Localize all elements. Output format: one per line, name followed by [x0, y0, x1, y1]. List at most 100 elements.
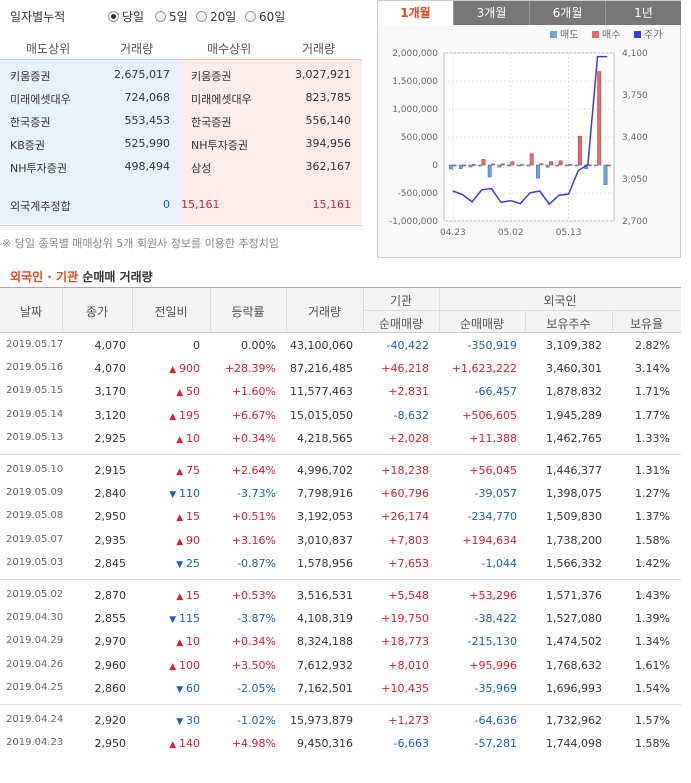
cell-change: 10 [186, 431, 200, 445]
cell-rate: +6.67% [231, 408, 276, 422]
cell-hold: 1,509,830 [546, 510, 602, 524]
col-date: 2019.04.23 [6, 737, 63, 748]
tab-6month[interactable]: 6개월 [529, 1, 605, 25]
bar-sell [468, 164, 473, 168]
cell-hold: 1,945,289 [546, 408, 602, 422]
cell-inst: +1,273 [388, 714, 429, 727]
col-inst: -8,632 [363, 409, 429, 422]
cell-rate: -1.02% [237, 714, 276, 727]
radio-selected-icon [108, 11, 119, 22]
cell-volume: 11,577,463 [290, 385, 353, 399]
cell-frgn: -38,422 [474, 612, 517, 626]
cell-date: 2019.04.23 [6, 737, 64, 749]
table-row: 2019.05.15 3,170 ▲ 50 +1.60% 11,577,463 +2,83… [0, 380, 681, 403]
foreign-buy-mid: 15,161 [181, 198, 220, 211]
cell-inst: +18,238 [381, 464, 429, 477]
cell-hold: 1,732,962 [546, 714, 602, 727]
cell-rate: +3.16% [231, 533, 276, 547]
arrow-up-icon: ▲ [169, 740, 179, 751]
period-option-5d[interactable]: 5일 [155, 8, 188, 25]
buy-volume: 362,167 [305, 160, 352, 173]
divider [0, 59, 362, 60]
cell-inst: +2,831 [388, 385, 429, 399]
table-row: 2019.04.25 2,860 ▼ 60 -2.05% 7,162,501 +10,43… [0, 677, 681, 700]
col-ratio: 1.71% [612, 385, 670, 398]
cell-date: 2019.05.07 [6, 533, 64, 545]
col-date: 2019.05.07 [6, 534, 63, 545]
left-tick-label: 1,000,000 [392, 105, 438, 115]
cell-ratio: 1.39% [635, 612, 670, 626]
col-rate: +3.50% [210, 659, 276, 672]
col-inst: +18,773 [363, 635, 429, 648]
cell-date: 2019.04.25 [6, 681, 64, 693]
col-hold: 1,509,830 [525, 510, 602, 523]
table-row: 2019.04.29 2,970 ▲ 10 +0.34% 8,324,188 +18,77… [0, 630, 681, 653]
bar-buy [597, 71, 602, 166]
arrow-down-icon: ▼ [169, 615, 179, 626]
tab-3month[interactable]: 3개월 [453, 1, 529, 25]
col-close: 2,870 [62, 589, 127, 602]
tab-1year[interactable]: 1년 [605, 1, 681, 25]
cell-close: 2,870 [94, 589, 127, 602]
col-rate: -3.87% [210, 612, 276, 625]
cell-ratio: 1.77% [635, 408, 670, 422]
period-option-today[interactable]: 당일 [108, 8, 144, 25]
period-option-label: 60일 [259, 10, 286, 24]
col-volume: 7,162,501 [286, 682, 353, 695]
cell-inst: -8,632 [393, 408, 429, 422]
period-title: 일자별누적 [10, 10, 66, 24]
cell-rate: -2.05% [237, 681, 276, 695]
col-hold: 1,696,993 [525, 682, 602, 695]
foreign-sum-label: 외국계추정합 [10, 200, 71, 213]
col-volume: 7,612,932 [286, 659, 353, 672]
col-inst: +5,548 [363, 589, 429, 602]
col-inst: +46,218 [363, 362, 429, 375]
col-rate: -3.73% [210, 487, 276, 500]
tab-1month[interactable]: 1개월 [378, 1, 453, 25]
price-line [452, 55, 608, 206]
bar-sell [478, 164, 483, 167]
table-row: 2019.05.07 2,935 ▲ 90 +3.16% 3,010,837 +7,803… [0, 529, 681, 552]
cell-date: 2019.05.14 [6, 408, 64, 420]
cell-close: 2,845 [94, 556, 127, 570]
x-tick-label: 04.23 [440, 228, 466, 238]
col-ratio: 1.27% [612, 487, 670, 500]
col-volume: 15,015,050 [286, 409, 353, 422]
cell-volume: 4,218,565 [297, 431, 353, 445]
bar-sell [487, 164, 492, 178]
col-date: 2019.04.29 [6, 635, 63, 646]
cell-frgn: -350,919 [467, 339, 517, 352]
col-date: 2019.05.14 [6, 409, 63, 420]
col-hold: 1,732,962 [525, 714, 602, 727]
col-rate: +28.39% [210, 362, 276, 375]
col-change: ▲ 15 [132, 510, 200, 523]
col-inst: -6,663 [363, 737, 429, 750]
arrow-up-icon: ▲ [176, 638, 186, 649]
col-date: 2019.05.17 [6, 339, 63, 350]
col-change: ▲ 900 [132, 362, 200, 375]
cell-frgn: -57,281 [474, 737, 517, 751]
period-option-20d[interactable]: 20일 [196, 8, 236, 25]
period-option-60d[interactable]: 60일 [245, 8, 285, 25]
foreign-sell-volume: 0 [163, 198, 170, 211]
col-inst: +26,174 [363, 510, 429, 523]
cell-rate: +4.98% [231, 737, 276, 751]
foreign-buy-volume: 15,161 [312, 198, 352, 211]
col-frgn: +1,623,222 [439, 362, 517, 375]
cell-frgn: -64,636 [474, 714, 517, 727]
table-row: 2019.05.17 4,070 0 0.00% 43,100,060 -40,422 -3… [0, 334, 681, 357]
cell-volume: 15,973,879 [290, 714, 353, 727]
sell-broker: KB증권 [10, 139, 45, 152]
cell-date: 2019.04.24 [6, 714, 64, 725]
legend-label: 매도 [560, 29, 578, 41]
col-rate: +0.34% [210, 635, 276, 648]
arrow-down-icon: ▼ [176, 684, 186, 695]
cell-change: 100 [179, 658, 200, 672]
arrow-up-icon: ▲ [176, 592, 186, 602]
col-frgn: -215,130 [439, 635, 517, 648]
table-row: 2019.05.13 2,925 ▲ 10 +0.34% 4,218,565 +2,028… [0, 427, 681, 450]
bar-sell [449, 164, 454, 170]
col-frgn: -1,044 [439, 557, 517, 570]
col-ratio: 3.14% [612, 362, 670, 375]
col-volume: 4,108,319 [286, 612, 353, 625]
